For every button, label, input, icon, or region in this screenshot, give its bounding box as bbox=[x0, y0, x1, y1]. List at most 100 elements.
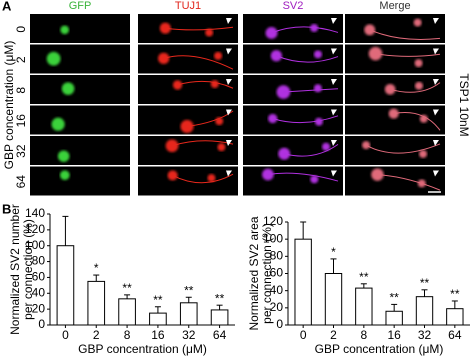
significance-label: ** bbox=[153, 293, 163, 307]
significance-label: ** bbox=[215, 291, 225, 305]
x-tick-label: 64 bbox=[448, 328, 462, 342]
neurite bbox=[283, 88, 339, 93]
bar bbox=[87, 280, 106, 326]
column-header: TUJ1 bbox=[175, 0, 201, 12]
cell-body bbox=[414, 59, 423, 68]
cell-body bbox=[322, 142, 331, 151]
y-tick-label: 40 bbox=[32, 285, 46, 299]
arrowhead bbox=[226, 48, 232, 55]
cell-body bbox=[310, 175, 319, 184]
cell-body bbox=[368, 46, 383, 61]
neurite bbox=[284, 143, 339, 157]
panel-label: B bbox=[2, 201, 11, 216]
arrowhead bbox=[226, 18, 232, 24]
neurite bbox=[271, 26, 339, 34]
arrowhead bbox=[331, 18, 337, 24]
arrowhead bbox=[331, 170, 337, 177]
x-tick-label: 8 bbox=[360, 328, 367, 342]
micrograph bbox=[345, 166, 445, 196]
neurite bbox=[375, 53, 441, 57]
bar bbox=[446, 308, 464, 326]
neurite bbox=[365, 143, 441, 154]
neurite bbox=[276, 55, 339, 63]
bar bbox=[294, 238, 312, 326]
neurite bbox=[165, 26, 234, 31]
micrograph bbox=[345, 136, 445, 165]
row-label: 2 bbox=[14, 56, 28, 63]
y-tick-label: 20 bbox=[270, 300, 284, 314]
y-tick-label: 60 bbox=[32, 270, 46, 284]
row-label: 16 bbox=[14, 114, 28, 128]
cell-body bbox=[313, 50, 322, 59]
micrograph bbox=[30, 75, 130, 104]
cell-body bbox=[419, 114, 428, 123]
cell-body bbox=[207, 174, 216, 183]
arrowhead bbox=[331, 109, 337, 116]
bar bbox=[385, 310, 403, 326]
cell-body bbox=[313, 84, 322, 93]
column-header: GFP bbox=[69, 0, 92, 12]
arrowhead bbox=[331, 79, 337, 85]
y-tick-label: 0 bbox=[38, 317, 45, 331]
cell-body bbox=[210, 80, 219, 89]
bar bbox=[179, 302, 198, 326]
neurite bbox=[186, 110, 234, 127]
x-tick-label: 64 bbox=[213, 328, 227, 342]
micrograph bbox=[30, 136, 130, 165]
arrowhead bbox=[433, 18, 439, 24]
neurite bbox=[177, 80, 234, 89]
x-tick-label: 32 bbox=[418, 328, 432, 342]
side-label: TSP1 10nM bbox=[457, 73, 471, 136]
arrowhead bbox=[331, 48, 337, 55]
arrowhead bbox=[331, 140, 337, 146]
x-axis-label: GBP concentration (μM) bbox=[78, 342, 207, 356]
micrograph bbox=[30, 14, 130, 43]
micrograph bbox=[345, 44, 445, 74]
arrowhead bbox=[433, 79, 439, 85]
x-tick-label: 0 bbox=[62, 328, 69, 342]
arrowhead bbox=[433, 48, 439, 55]
y-axis-label: Normalized SV2 area bbox=[247, 216, 261, 330]
micrograph bbox=[345, 14, 445, 43]
y-tick-label: 60 bbox=[270, 266, 284, 280]
arrowhead bbox=[226, 109, 232, 116]
micrograph bbox=[243, 44, 343, 74]
cell-body bbox=[51, 117, 65, 131]
micrograph bbox=[243, 166, 343, 196]
cell-body bbox=[180, 119, 194, 134]
bar bbox=[415, 296, 434, 326]
y-tick-label: 80 bbox=[270, 249, 284, 263]
neurite bbox=[377, 174, 441, 191]
x-tick-label: 0 bbox=[300, 328, 307, 342]
cell-body bbox=[61, 82, 75, 95]
row-label: 0 bbox=[14, 26, 28, 33]
bar bbox=[324, 273, 343, 326]
column-header: Merge bbox=[379, 0, 410, 12]
y-tick-label: 120 bbox=[25, 222, 45, 236]
x-tick-label: 32 bbox=[182, 328, 196, 342]
arrowhead bbox=[226, 79, 232, 85]
cell-body bbox=[419, 149, 428, 158]
y-tick-label: 20 bbox=[32, 301, 46, 315]
cell-body bbox=[59, 170, 70, 181]
neurite bbox=[267, 172, 339, 182]
y-tick-label: 120 bbox=[263, 214, 283, 228]
arrowhead bbox=[433, 170, 439, 177]
neurite bbox=[163, 55, 234, 70]
micrograph bbox=[30, 44, 130, 74]
row-label: 64 bbox=[14, 175, 28, 189]
y-tick-label: 40 bbox=[270, 283, 284, 297]
neurite bbox=[272, 115, 339, 124]
significance-label: ** bbox=[359, 270, 369, 284]
cell-body bbox=[60, 25, 70, 35]
micrograph bbox=[30, 166, 130, 196]
significance-label: * bbox=[331, 245, 336, 259]
neurite bbox=[390, 82, 441, 93]
y-tick-label: 100 bbox=[263, 231, 283, 245]
x-tick-label: 2 bbox=[93, 328, 100, 342]
significance-label: ** bbox=[389, 291, 399, 305]
row-axis-label: GBP concentration (μM) bbox=[2, 41, 16, 170]
arrowhead bbox=[226, 170, 232, 177]
bar bbox=[56, 245, 75, 326]
y-tick-label: 80 bbox=[32, 254, 46, 268]
